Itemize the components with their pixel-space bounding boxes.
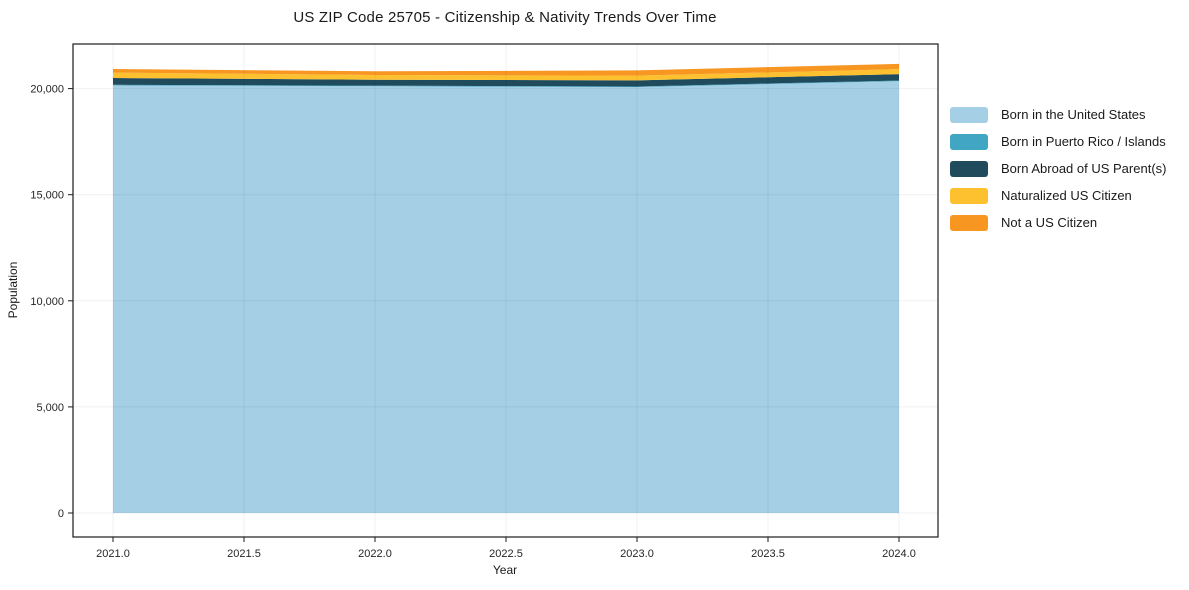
legend-label: Born in Puerto Rico / Islands bbox=[1001, 134, 1166, 149]
y-tick-label: 20,000 bbox=[30, 84, 64, 96]
legend: Born in the United States Born in Puerto … bbox=[950, 101, 1166, 236]
x-tick-label: 2021.5 bbox=[227, 548, 261, 560]
legend-item-not-a-us-citizen: Not a US Citizen bbox=[950, 209, 1166, 236]
gridlines bbox=[73, 44, 938, 537]
legend-swatch-icon bbox=[950, 133, 988, 150]
legend-label: Born in the United States bbox=[1001, 107, 1146, 122]
area-naturalized-us-citizen bbox=[113, 69, 899, 81]
tick-marks bbox=[68, 88, 900, 542]
legend-swatch-icon bbox=[950, 106, 988, 123]
x-tick-label: 2021.0 bbox=[96, 548, 130, 560]
y-tick-label: 10,000 bbox=[30, 296, 64, 308]
area-born-in-puerto-rico-islands bbox=[113, 80, 899, 88]
stacked-areas bbox=[113, 63, 899, 513]
legend-item-naturalized-us-citizen: Naturalized US Citizen bbox=[950, 182, 1166, 209]
x-tick-label: 2024.0 bbox=[882, 548, 916, 560]
legend-label: Born Abroad of US Parent(s) bbox=[1001, 161, 1167, 176]
x-tick-labels: 2021.0 2021.5 2022.0 2022.5 2023.0 2023.5 2024… bbox=[96, 548, 916, 560]
area-born-abroad-of-us-parent-s bbox=[113, 74, 899, 87]
y-tick-label: 5,000 bbox=[36, 402, 64, 414]
area-not-a-us-citizen bbox=[113, 63, 899, 76]
legend-item-born-abroad-of-us-parent-s: Born Abroad of US Parent(s) bbox=[950, 155, 1166, 182]
legend-label: Not a US Citizen bbox=[1001, 215, 1098, 230]
y-tick-labels: 0 5,000 10,000 15,000 20,000 bbox=[30, 84, 64, 520]
x-tick-label: 2022.0 bbox=[358, 548, 392, 560]
y-axis-label: Population bbox=[6, 261, 20, 319]
x-tick-label: 2023.0 bbox=[620, 548, 654, 560]
area-born-in-the-united-states bbox=[113, 81, 899, 513]
y-tick-label: 0 bbox=[58, 508, 64, 520]
chart-title: US ZIP Code 25705 - Citizenship & Nativi… bbox=[293, 9, 717, 26]
legend-item-born-in-the-united-states: Born in the United States bbox=[950, 101, 1166, 128]
y-tick-label: 15,000 bbox=[30, 190, 64, 202]
legend-label: Naturalized US Citizen bbox=[1001, 188, 1132, 203]
x-tick-label: 2022.5 bbox=[489, 548, 523, 560]
x-tick-label: 2023.5 bbox=[751, 548, 785, 560]
x-axis-label: Year bbox=[492, 563, 518, 577]
legend-swatch-icon bbox=[950, 214, 988, 231]
legend-item-born-in-puerto-rico-islands: Born in Puerto Rico / Islands bbox=[950, 128, 1166, 155]
legend-swatch-icon bbox=[950, 160, 988, 177]
legend-swatch-icon bbox=[950, 187, 988, 204]
